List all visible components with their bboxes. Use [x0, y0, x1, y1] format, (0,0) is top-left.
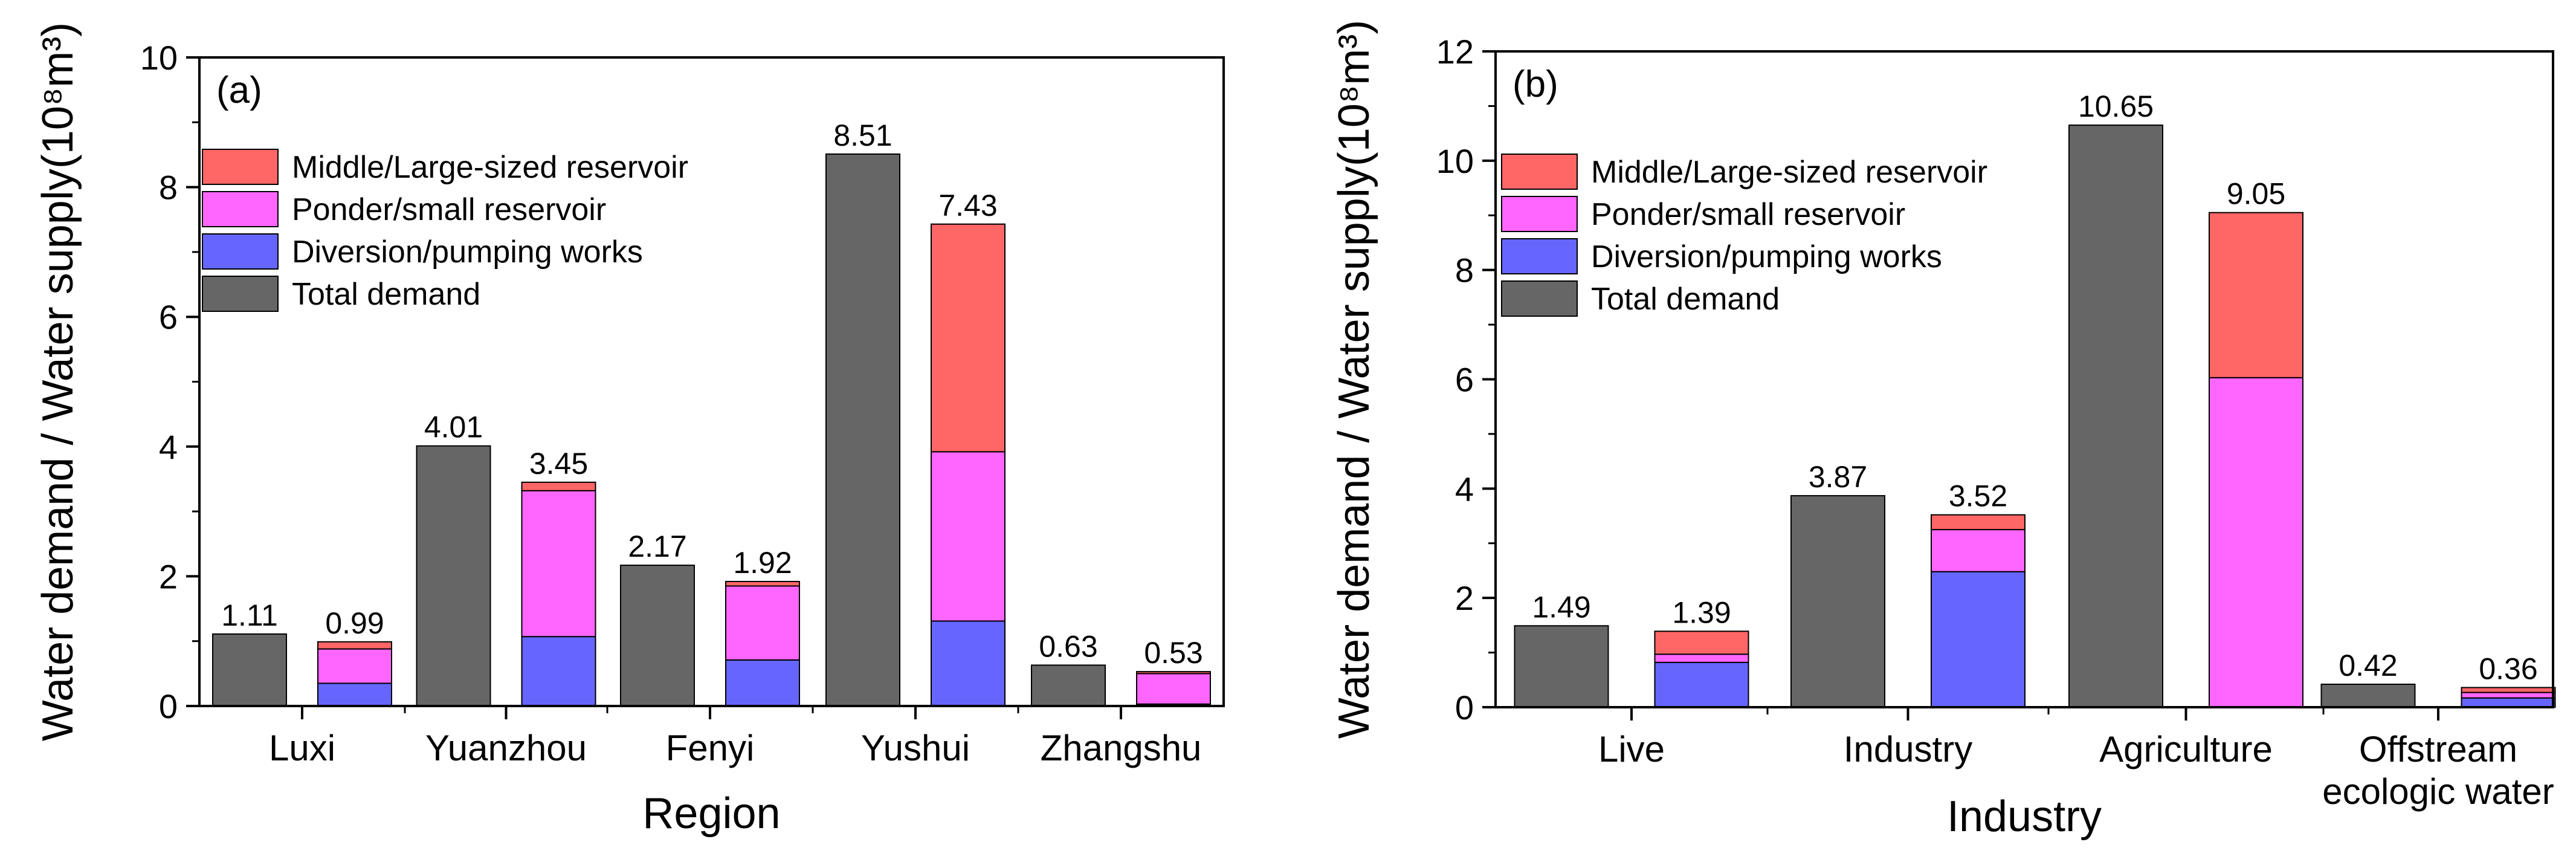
x-category-label: Live	[1598, 729, 1665, 769]
bar-segment-ponder-small	[317, 648, 392, 684]
chart-panel-a: 1.11 0.99 4.01 3.45 2.17 1.92 8.51 7.43 0.63 0.53…	[34, 22, 1225, 838]
legend-label: Ponder/small reservoir	[1591, 197, 1905, 232]
bar-total-demand	[212, 633, 287, 707]
bar-segment-diversion	[521, 636, 596, 707]
legend-label: Total demand	[292, 277, 480, 312]
y-tick-label: 8	[159, 169, 178, 207]
bar-value-label: 1.92	[733, 546, 792, 580]
legend-swatch-ponder-small	[202, 191, 279, 227]
y-tick-label: 2	[159, 557, 178, 595]
y-tick-label: 10	[140, 39, 178, 77]
bar-segment-diversion	[931, 620, 1006, 707]
bar-segment-middle-large	[725, 580, 800, 587]
bar-segment-diversion	[1654, 661, 1749, 708]
bar-segment-ponder-small	[521, 490, 596, 638]
chart-panel-b: 1.49 1.39 3.87 3.52 10.65 9.05 0.42 0.36 0 2 4 6 8 10…	[1330, 20, 2556, 841]
bar-segment-ponder-small	[2209, 377, 2303, 708]
y-tick-label: 2	[1455, 579, 1474, 617]
legend-swatch-total	[1501, 280, 1578, 317]
legend-label: Middle/Large-sized reservoir	[1591, 155, 1987, 190]
bar-segment-ponder-small	[931, 451, 1006, 622]
bar-segment-diversion	[317, 682, 392, 707]
bar-segment-ponder-small	[1136, 673, 1211, 705]
y-tick-label: 6	[1455, 361, 1474, 399]
bar-value-label: 0.99	[325, 606, 384, 640]
bar-total-demand	[1790, 495, 1885, 708]
bar-value-label: 2.17	[628, 530, 686, 563]
bar-value-label: 9.05	[2227, 177, 2285, 211]
bar-segment-diversion	[1931, 571, 2026, 708]
bar-value-label: 7.43	[938, 189, 997, 222]
y-tick-label: 12	[1436, 33, 1474, 71]
bar-segment-middle-large	[317, 641, 392, 650]
y-tick-label: 10	[1436, 142, 1474, 180]
x-category-label: Yushui	[861, 728, 970, 768]
bar-segment-middle-large	[2209, 212, 2303, 378]
legend-swatch-middle-large	[202, 149, 279, 185]
bar-segment-ponder-small	[725, 585, 800, 661]
y-tick-label: 4	[159, 428, 178, 466]
legend-swatch-ponder-small	[1501, 196, 1578, 232]
bar-value-label: 0.53	[1144, 636, 1202, 670]
bar-value-label: 8.51	[833, 118, 892, 152]
x-category-label: Fenyi	[666, 728, 755, 768]
bar-segment-middle-large	[931, 223, 1006, 453]
y-axis-title: Water demand / Water supply(10⁸m³)	[34, 22, 82, 741]
bar-value-label: 1.49	[1532, 590, 1590, 624]
bar-total-demand	[620, 565, 695, 707]
bar-total-demand	[2320, 684, 2416, 708]
bar-segment-middle-large	[1136, 671, 1211, 675]
y-tick-label: 4	[1455, 470, 1474, 508]
legend-label: Middle/Large-sized reservoir	[292, 150, 688, 185]
x-category-label: Industry	[1844, 729, 1972, 769]
x-category-label: Agriculture	[2099, 729, 2273, 769]
x-category-label: Offstream ecologic water	[2322, 729, 2554, 812]
legend-swatch-diversion	[1501, 238, 1578, 274]
x-axis-title: Region	[642, 789, 780, 838]
bar-value-label: 10.65	[2078, 89, 2154, 123]
bar-segment-middle-large	[1931, 514, 2026, 531]
bar-segment-ponder-small	[1931, 529, 2026, 572]
y-tick-label: 0	[159, 687, 178, 725]
x-axis-title: Industry	[1947, 792, 2102, 841]
legend-swatch-diversion	[202, 233, 279, 270]
panel-label: (a)	[216, 70, 262, 111]
bar-value-label: 0.36	[2479, 652, 2537, 685]
legend-label: Diversion/pumping works	[1591, 239, 1942, 274]
bar-segment-ponder-small	[1654, 653, 1749, 663]
bar-value-label: 4.01	[424, 410, 483, 444]
x-category-label: Yuanzhou	[425, 728, 587, 768]
bar-total-demand	[416, 445, 491, 707]
bar-segment-diversion	[2461, 697, 2556, 708]
legend-label: Diversion/pumping works	[292, 235, 643, 270]
x-category-label: Zhangshu	[1041, 728, 1202, 768]
bar-value-label: 3.52	[1949, 479, 2007, 513]
x-category-label: Luxi	[269, 728, 335, 768]
bar-total-demand	[825, 153, 900, 707]
y-tick-label: 6	[159, 298, 178, 336]
y-tick-label: 8	[1455, 251, 1474, 290]
bar-segment-diversion	[725, 659, 800, 707]
bar-segment-middle-large	[1654, 630, 1749, 655]
bar-segment-middle-large	[521, 481, 596, 491]
legend-label: Ponder/small reservoir	[292, 192, 606, 227]
bar-segment-middle-large	[2461, 687, 2556, 693]
bar-value-label: 3.45	[529, 447, 588, 481]
y-axis-title: Water demand / Water supply(10⁸m³)	[1330, 20, 1378, 739]
bar-value-label: 0.42	[2339, 649, 2397, 682]
bar-value-label: 0.63	[1039, 629, 1097, 663]
bar-value-label: 3.87	[1809, 460, 1867, 494]
y-tick-label: 0	[1455, 688, 1474, 727]
bar-segment-ponder-small	[2461, 691, 2556, 699]
bar-total-demand	[1031, 664, 1106, 707]
bar-value-label: 1.39	[1672, 595, 1731, 629]
legend-swatch-total	[202, 276, 279, 312]
bar-total-demand	[1514, 625, 1609, 708]
bar-value-label: 1.11	[221, 598, 278, 632]
bar-total-demand	[2068, 125, 2163, 708]
panel-label: (b)	[1512, 63, 1558, 105]
legend-swatch-middle-large	[1501, 154, 1578, 190]
legend-label: Total demand	[1591, 282, 1780, 317]
